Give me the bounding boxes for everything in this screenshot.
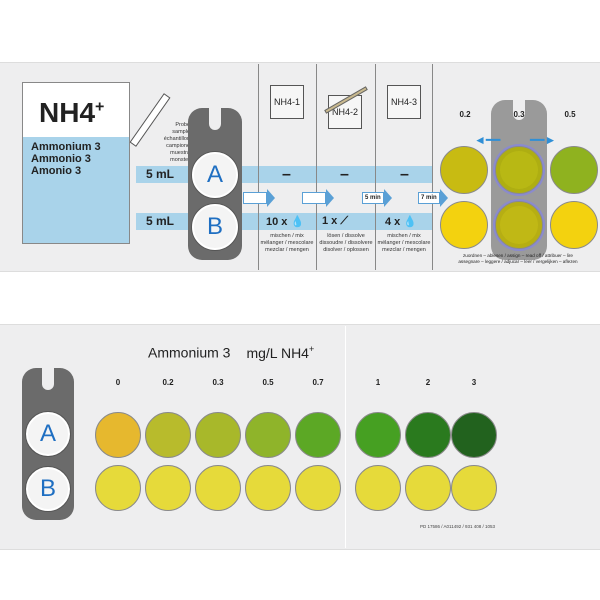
product-name: Amonio 3 <box>31 165 82 177</box>
reference-swatch <box>355 465 401 511</box>
scale-value: 0 <box>115 378 121 387</box>
compare-swatch <box>440 201 488 249</box>
step-3-dose: 4 x 💧 <box>385 216 418 228</box>
scale-value: 0.5 <box>262 378 274 387</box>
bottle-reagent-1: NH4-1 <box>270 85 304 119</box>
step-3-action: mischen / mix mélanger / mescolare mezclar… <box>377 233 431 253</box>
scale-value: 3 <box>471 378 477 387</box>
compare-swatch <box>495 201 543 249</box>
step-1-action: mischen / mix mélanger / mescolare mezclar… <box>260 233 314 253</box>
volume-a: 5 mL <box>146 167 175 181</box>
reference-swatch <box>451 465 497 511</box>
compare-value: 0.2 <box>459 110 471 119</box>
step-2-dash: – <box>340 166 349 183</box>
wait-5min-arrow: 5 min <box>362 189 392 207</box>
scale-value: 0.7 <box>312 378 324 387</box>
arrow-icon <box>302 189 334 207</box>
formula-title: NH4+ <box>23 83 129 137</box>
scale-value: 1 <box>375 378 381 387</box>
compare-swatch <box>550 201 598 249</box>
drop-icon: 💧 <box>403 216 418 228</box>
reference-swatch <box>295 465 341 511</box>
reference-swatch <box>405 465 451 511</box>
well-a: A <box>26 412 70 456</box>
scale-value: 0.2 <box>162 378 174 387</box>
step-1-dash: – <box>282 166 291 183</box>
scale-swatch <box>245 412 291 458</box>
scale-swatch <box>355 412 401 458</box>
bottle-reagent-3: NH4-3 <box>387 85 421 119</box>
well-a: A <box>192 152 238 198</box>
arrow-right-icon: ━━► <box>530 133 557 147</box>
step-2-action: lösen / dissolve dissoudre / dissolvere di… <box>319 233 373 253</box>
well-b: B <box>26 467 70 511</box>
reference-swatch <box>145 465 191 511</box>
compare-swatch <box>495 146 543 194</box>
chart-title: Ammonium 3 mg/L NH4+ <box>148 344 315 361</box>
scale-swatch <box>195 412 241 458</box>
well-b: B <box>192 204 238 250</box>
scale-value: 2 <box>425 378 431 387</box>
reference-swatch <box>95 465 141 511</box>
scale-swatch <box>145 412 191 458</box>
compare-swatch <box>440 146 488 194</box>
compare-swatch <box>550 146 598 194</box>
wait-7min-arrow: 7 min <box>418 189 448 207</box>
reference-swatch <box>245 465 291 511</box>
reference-swatch <box>195 465 241 511</box>
step-1-dose: 10 x 💧 <box>266 216 305 228</box>
arrow-left-icon: ◄━━ <box>474 133 501 147</box>
step-3-dash: – <box>400 166 409 183</box>
drop-icon: 💧 <box>290 216 305 228</box>
sample-label: Probe sample échantillon campione muestra mon… <box>163 122 190 163</box>
product-name: Ammonio 3 <box>31 153 91 165</box>
compare-value: 0.3 <box>513 110 525 119</box>
scale-swatch <box>405 412 451 458</box>
compare-value: 0.5 <box>564 110 576 119</box>
arrow-icon <box>243 189 275 207</box>
volume-b: 5 mL <box>146 214 175 228</box>
step-2-dose: 1 x ⟋ <box>322 215 349 227</box>
scale-swatch <box>295 412 341 458</box>
product-code: PD 17586 / A011492 / 931 408 / 1053 <box>420 524 495 529</box>
product-label: NH4+ Ammonium 3 Ammonio 3 Amonio 3 <box>22 82 130 244</box>
product-name: Ammonium 3 <box>31 141 101 153</box>
scale-swatch <box>95 412 141 458</box>
scale-swatch <box>451 412 497 458</box>
spoon-icon: ⟋ <box>340 215 349 227</box>
scale-value: 0.3 <box>212 378 224 387</box>
assign-text: zuordnen – ablesen / assign – read off /… <box>458 253 578 264</box>
